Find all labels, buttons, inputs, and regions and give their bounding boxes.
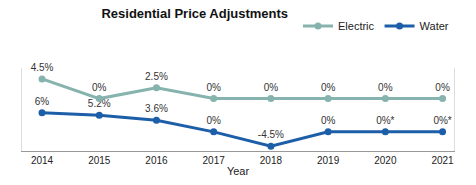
svg-text:0%: 0% (435, 82, 450, 93)
svg-text:0%: 0% (206, 115, 221, 126)
svg-text:Year: Year (227, 165, 250, 177)
svg-text:2.5%: 2.5% (145, 71, 168, 82)
svg-text:5.2%: 5.2% (88, 98, 111, 109)
svg-text:2019: 2019 (317, 155, 340, 166)
svg-text:2018: 2018 (260, 155, 283, 166)
svg-text:3.6%: 3.6% (145, 103, 168, 114)
svg-text:2017: 2017 (203, 155, 226, 166)
svg-text:0%: 0% (206, 82, 221, 93)
svg-text:0%: 0% (264, 82, 279, 93)
svg-text:0%*: 0%* (433, 115, 451, 126)
svg-text:0%: 0% (92, 82, 107, 93)
svg-text:0%*: 0%* (376, 115, 394, 126)
svg-text:6%: 6% (35, 96, 50, 107)
svg-text:Water: Water (420, 20, 449, 32)
svg-text:4.5%: 4.5% (31, 62, 54, 73)
svg-text:2020: 2020 (374, 155, 397, 166)
svg-text:2016: 2016 (145, 155, 168, 166)
svg-text:0%: 0% (321, 82, 336, 93)
svg-text:2015: 2015 (88, 155, 111, 166)
svg-text:2021: 2021 (431, 155, 454, 166)
svg-text:0%: 0% (378, 82, 393, 93)
svg-text:-4.5%: -4.5% (258, 129, 284, 140)
svg-text:Electric: Electric (338, 20, 375, 32)
svg-text:2014: 2014 (31, 155, 54, 166)
svg-text:0%: 0% (321, 115, 336, 126)
svg-text:Residential Price Adjustments: Residential Price Adjustments (101, 6, 288, 21)
